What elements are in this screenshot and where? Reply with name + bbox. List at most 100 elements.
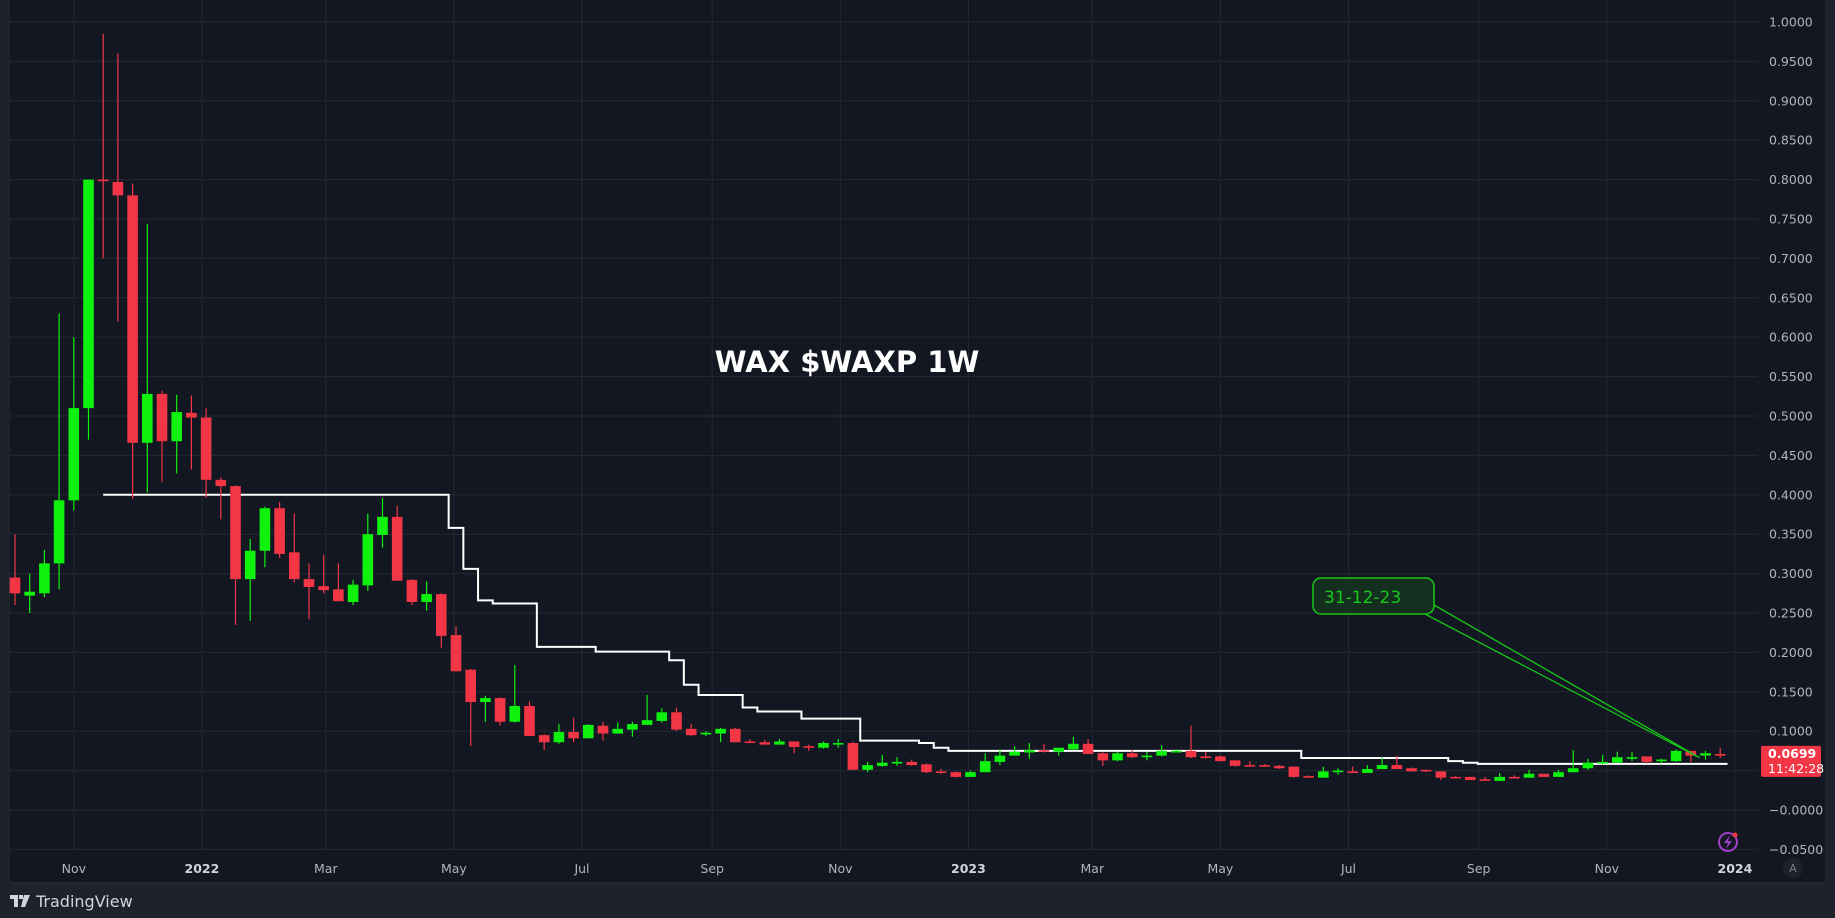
candle-body (171, 412, 182, 442)
candle-down (1082, 739, 1094, 755)
candle-down (524, 701, 535, 736)
candle-down (186, 395, 197, 470)
candle-down (935, 769, 947, 774)
tradingview-logo[interactable]: TradingView (10, 884, 133, 918)
candle-up (715, 728, 726, 743)
candle-body (9, 577, 21, 594)
candle-body (612, 728, 623, 734)
price-tick-label: 0.3000 (1769, 566, 1813, 581)
candle-up (377, 497, 388, 548)
candle-body (156, 393, 168, 442)
candle-up (994, 749, 1006, 766)
auto-scale-button[interactable]: A (1783, 858, 1803, 878)
price-tick-label: 0.8000 (1769, 172, 1813, 187)
candle-body (788, 741, 800, 747)
candle-body (83, 179, 94, 409)
time-axis[interactable]: Nov 2022 Mar May Jul Sep Nov 2023 Mar May Jul Sep No… (62, 861, 1753, 876)
time-tick-label: Nov (62, 861, 87, 876)
price-tick-label: 1.0000 (1769, 15, 1813, 30)
candle-body (480, 698, 491, 703)
price-tick-label: 0.6500 (1769, 290, 1813, 305)
time-tick-label: Sep (1467, 861, 1491, 876)
price-axis[interactable]: 1.0000 0.9500 0.9000 0.8500 0.8000 0.7500 0.70… (1769, 15, 1823, 857)
candle-down (950, 771, 962, 778)
candle-up (1670, 749, 1682, 762)
candle-down (803, 744, 815, 751)
candle-body (333, 589, 344, 602)
candle-body (1318, 771, 1329, 778)
candle-body (127, 195, 138, 443)
candle-down (1303, 775, 1314, 778)
candle-up (553, 724, 565, 744)
candle-down (303, 563, 315, 620)
time-tick-label: Nov (1595, 861, 1620, 876)
price-tick-label: 0.4500 (1769, 448, 1813, 463)
candle-body (1376, 765, 1388, 770)
price-tick-label: 0.2000 (1769, 645, 1813, 660)
price-tick-label: 0.8500 (1769, 133, 1813, 148)
candle-down (1641, 756, 1652, 764)
candle-body (1126, 753, 1138, 758)
time-tick-label: May (441, 861, 467, 876)
candle-up (965, 770, 976, 777)
candle-body (39, 563, 50, 594)
candle-up (612, 722, 623, 734)
candle-down (1259, 764, 1270, 767)
candle-body (1053, 747, 1064, 752)
candle-body (1171, 750, 1182, 753)
candle-down (127, 183, 138, 499)
candle-up (171, 394, 182, 474)
candle-down (318, 554, 329, 594)
candle-body (318, 586, 329, 591)
candle-down (436, 593, 447, 648)
price-tick-label: 0.5000 (1769, 409, 1813, 424)
candle-body (1068, 743, 1079, 750)
candle-up (1626, 751, 1638, 762)
candle-body (362, 534, 374, 586)
candle-body (1597, 761, 1608, 764)
date-annotation[interactable]: 31-12-23 (1312, 577, 1700, 759)
candle-body (244, 550, 256, 580)
candle-body (950, 772, 962, 777)
candle-body (1670, 750, 1682, 762)
candle-up (1582, 758, 1594, 770)
candle-body (730, 728, 741, 743)
candle-down (274, 501, 285, 558)
candle-down (568, 717, 579, 743)
price-tick-label: 0.4000 (1769, 487, 1813, 502)
candle-body (1406, 768, 1417, 772)
candle-up (641, 694, 653, 725)
candle-up (1523, 769, 1535, 778)
candle-body (1435, 771, 1447, 778)
candle-down (465, 668, 476, 747)
candle-down (1097, 752, 1109, 766)
candle-body (142, 393, 153, 443)
candle-body (391, 516, 403, 581)
candle-up (142, 223, 153, 493)
candle-body (568, 731, 579, 739)
candle-body (597, 725, 609, 734)
candle-body (715, 728, 726, 734)
candle-body (1420, 769, 1432, 772)
candle-body (671, 712, 682, 730)
annotation-box (1312, 577, 1435, 615)
candle-body (215, 479, 227, 487)
candle-body (700, 732, 712, 735)
lightning-icon[interactable] (1718, 832, 1738, 852)
candle-down (1509, 775, 1520, 779)
candle-down (333, 563, 344, 602)
candle-down (538, 734, 550, 751)
candle-up (656, 708, 668, 723)
candle-body (1567, 768, 1579, 773)
candle-down (1200, 751, 1211, 759)
candle-body (465, 669, 476, 703)
candle-down (1714, 747, 1726, 758)
candle-down (1185, 725, 1197, 758)
candle-body (1259, 765, 1270, 767)
candle-up (53, 313, 65, 590)
candle-body (1641, 756, 1652, 762)
time-tick-label: 2024 (1718, 861, 1753, 876)
candle-down (156, 390, 168, 483)
step-line (103, 493, 1728, 765)
